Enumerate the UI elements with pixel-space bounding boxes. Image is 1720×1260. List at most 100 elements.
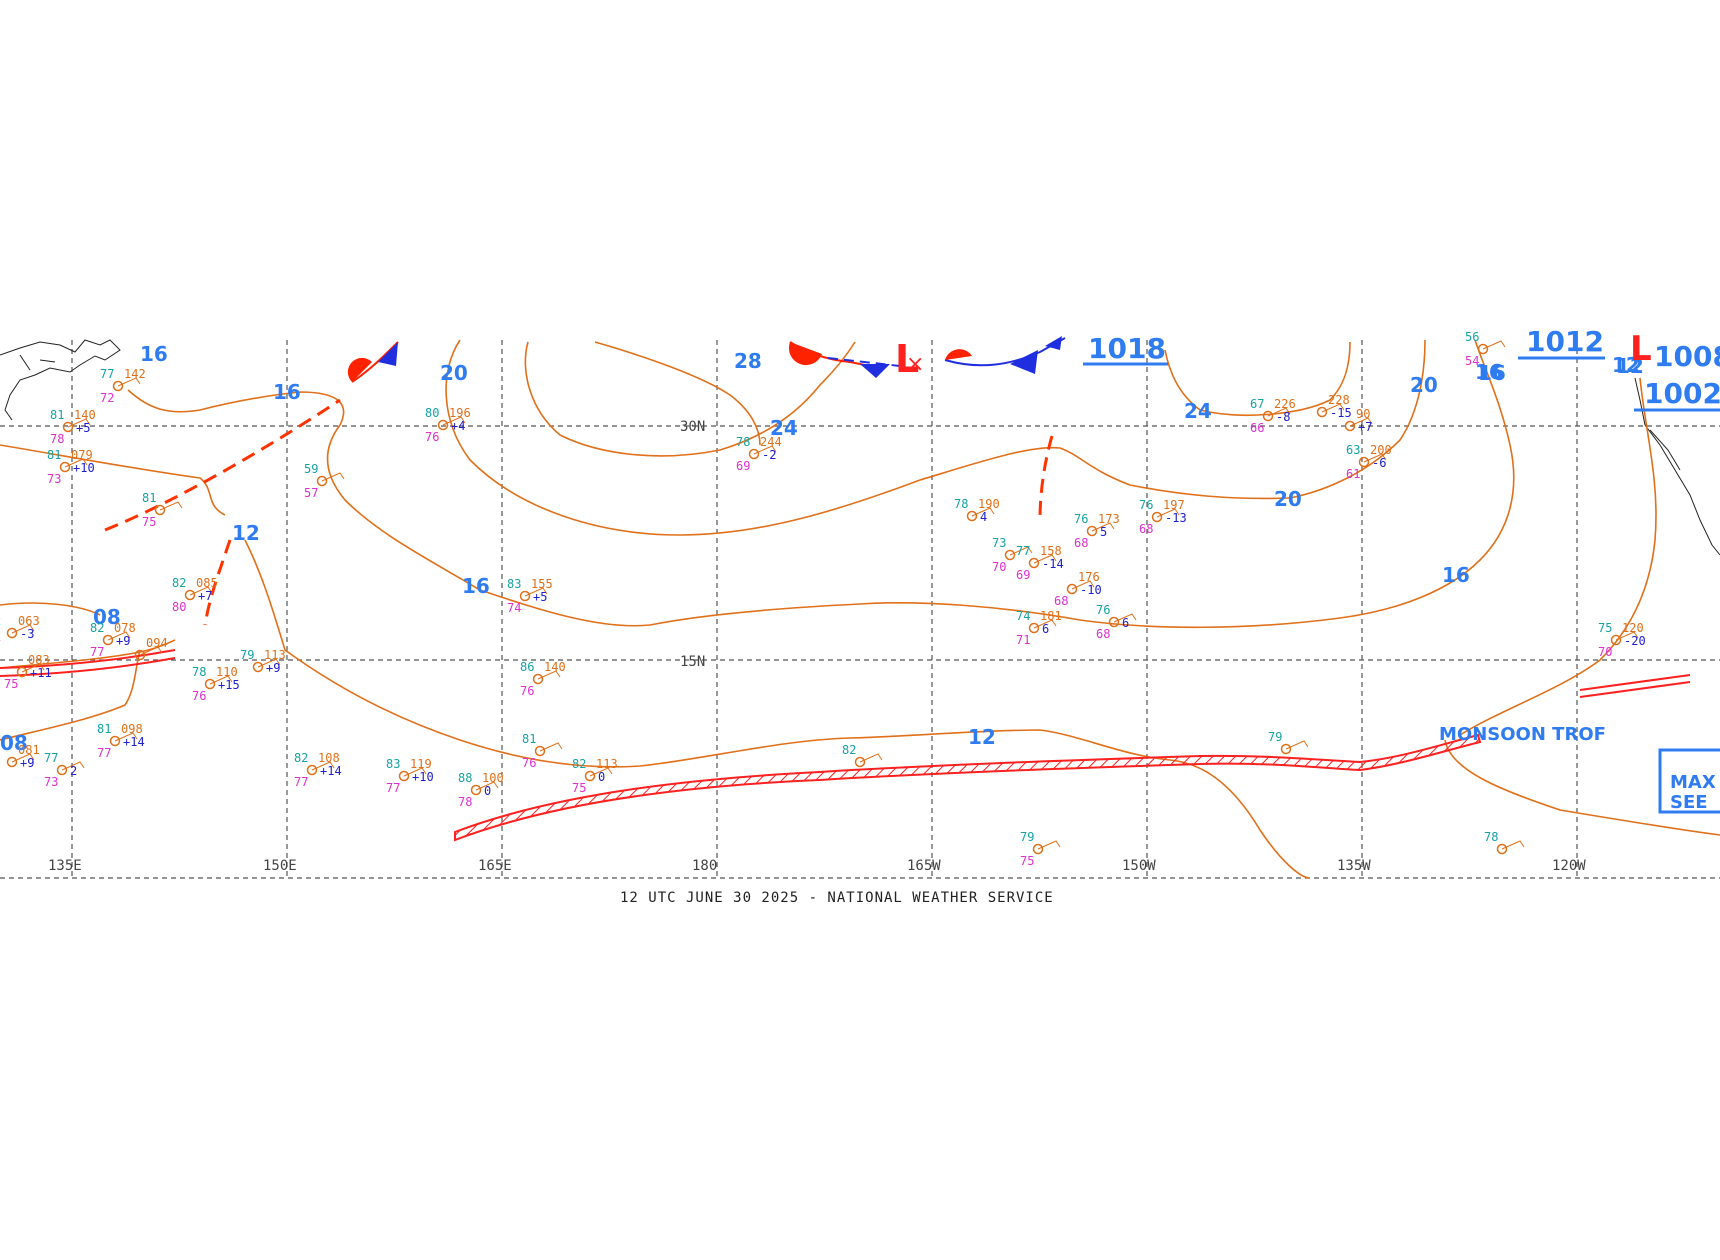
station-height: 110	[216, 665, 238, 679]
station-tendency: +14	[123, 735, 145, 749]
station-height: 226	[1274, 397, 1296, 411]
station-marker	[6, 627, 18, 639]
station-temp: 78	[954, 497, 968, 511]
wind-barb	[1156, 508, 1180, 518]
wind-barb	[475, 781, 499, 791]
station-height: 140	[74, 408, 96, 422]
warm-front-symbol	[788, 342, 822, 366]
station-temp: 81	[47, 448, 61, 462]
station-marker	[398, 770, 410, 782]
station-marker	[1004, 549, 1016, 561]
station-temp: 82	[172, 576, 186, 590]
lon-label: 120W	[1552, 858, 1586, 874]
station-dewpoint: 69	[736, 459, 750, 473]
lon-labels: 135E 150E 165E 180 165W 150W 135W 120W	[48, 858, 1586, 874]
station-dewpoint: 71	[1016, 633, 1030, 647]
isobar-label: 16	[462, 574, 490, 598]
warm-front-symbol	[945, 349, 972, 360]
wind-barb	[1363, 453, 1387, 463]
wind-barb	[1615, 631, 1639, 641]
isobar-label: 24	[770, 416, 798, 440]
station-temp: 74	[1016, 609, 1030, 623]
wind-barb	[539, 742, 563, 752]
station-dewpoint: 78	[458, 795, 472, 809]
wind-barb	[524, 587, 548, 597]
station-marker	[1108, 616, 1120, 628]
station-dewpoint: 57	[304, 486, 318, 500]
station-tendency: 2	[70, 764, 77, 778]
station-temp: 82	[90, 621, 104, 635]
station-temp: 76	[1139, 498, 1153, 512]
station-temp: 88	[458, 771, 472, 785]
station-marker	[102, 634, 114, 646]
isobar-label: 20	[1410, 373, 1438, 397]
station-dewpoint: 70	[1598, 645, 1612, 659]
station-height: 094	[146, 636, 168, 650]
station-height: 197	[1163, 498, 1185, 512]
station-dewpoint: 76	[192, 689, 206, 703]
station-height: 181	[1040, 609, 1062, 623]
cold-front-symbol	[1010, 350, 1038, 374]
station-dewpoint: 68	[1139, 522, 1153, 536]
station-marker	[1032, 843, 1044, 855]
station-temp: 73	[992, 536, 1006, 550]
station-marker	[1028, 557, 1040, 569]
cold-front-symbol	[378, 342, 398, 366]
isobar-label: 16	[140, 342, 168, 366]
wind-barb	[159, 501, 183, 511]
station-marker	[112, 380, 124, 392]
pressure-value: 1018	[1088, 332, 1166, 365]
station-height: 155	[531, 577, 553, 591]
station-tendency: -8	[1276, 410, 1290, 424]
station-dewpoint: 69	[1016, 568, 1030, 582]
station-tendency: +5	[533, 590, 547, 604]
station-marker	[306, 764, 318, 776]
wind-barb	[1349, 417, 1373, 427]
station-tendency: 6	[1042, 622, 1049, 636]
station-dewpoint: 78	[50, 432, 64, 446]
station-tendency: +9	[116, 634, 130, 648]
station-marker	[109, 735, 121, 747]
wind-barb	[1321, 403, 1345, 413]
lat-labels: 30N 15N	[680, 419, 705, 670]
station-tendency: 4	[980, 510, 987, 524]
wind-barb	[311, 761, 335, 771]
station-height: 190	[978, 497, 1000, 511]
station-temp: 77	[1016, 544, 1030, 558]
isobar-label: 16	[1475, 360, 1503, 384]
station-temp: 2	[0, 614, 1, 628]
isobar-label: 12	[232, 521, 260, 545]
station-marker	[62, 421, 74, 433]
station-marker	[1344, 420, 1356, 432]
isobars	[0, 339, 1720, 879]
station-tendency: -3	[20, 627, 34, 641]
station-tendency: -13	[1165, 511, 1187, 525]
station-temp: 83	[386, 757, 400, 771]
station-tendency: +10	[412, 770, 434, 784]
station-height: 158	[1040, 544, 1062, 558]
station-marker	[1496, 843, 1508, 855]
station-height: 113	[596, 757, 618, 771]
station-marker	[966, 510, 978, 522]
station-dewpoint: 75	[142, 515, 156, 529]
station-tendency: 5	[1100, 525, 1107, 539]
isobar-label: 12	[1612, 353, 1640, 377]
station-temp: 81	[50, 408, 64, 422]
wind-barb	[1009, 546, 1033, 556]
station-temp: 59	[304, 462, 318, 476]
wind-barb	[21, 663, 45, 673]
station-temp: 83	[507, 577, 521, 591]
station-tendency: +9	[20, 756, 34, 770]
isobar-label: 24	[1184, 399, 1212, 423]
station-temp: 78	[1484, 830, 1498, 844]
station-marker	[56, 764, 68, 776]
wind-barb	[117, 377, 141, 387]
station-marker	[1086, 525, 1098, 537]
station-tendency: 0	[484, 784, 491, 798]
wind-barb	[753, 445, 777, 455]
wind-barb	[321, 472, 345, 482]
wind-barb	[107, 631, 131, 641]
low-symbol: L	[895, 337, 919, 381]
see-box: MAX SEE	[1658, 748, 1720, 814]
wind-barb	[209, 675, 233, 685]
